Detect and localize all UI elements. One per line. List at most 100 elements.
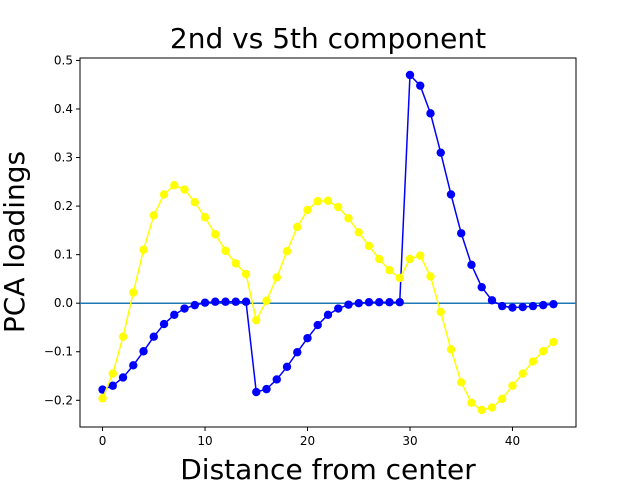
data-point	[518, 369, 527, 378]
plot-area-frame	[79, 57, 577, 428]
x-tick-label: 20	[300, 434, 315, 448]
data-point	[364, 298, 374, 307]
data-point	[467, 260, 476, 270]
data-point	[487, 403, 497, 412]
data-point	[395, 273, 404, 283]
data-point	[313, 320, 322, 330]
data-point	[334, 202, 343, 212]
data-point	[498, 394, 507, 404]
data-point	[139, 347, 148, 356]
data-point	[180, 304, 189, 313]
data-point	[118, 332, 128, 341]
data-point	[231, 297, 240, 306]
data-point	[334, 304, 343, 313]
data-point	[200, 298, 210, 307]
data-point	[508, 381, 517, 390]
data-point	[416, 81, 425, 90]
data-point	[241, 297, 251, 306]
x-tick-label: 10	[197, 434, 212, 448]
data-point	[323, 310, 333, 320]
data-point	[293, 348, 302, 357]
data-point	[446, 190, 456, 199]
data-point	[211, 230, 220, 239]
data-point	[118, 373, 128, 382]
data-point	[446, 345, 456, 354]
data-point	[129, 361, 138, 370]
data-point	[241, 269, 251, 279]
data-point	[549, 299, 558, 309]
data-point	[467, 398, 476, 407]
x-tick-label: 0	[99, 434, 107, 448]
data-point	[252, 387, 261, 397]
data-point	[436, 148, 445, 157]
y-tick-label: 0.3	[54, 151, 73, 165]
data-point	[129, 288, 138, 297]
data-point	[98, 394, 107, 403]
data-point	[508, 303, 517, 312]
y-tick-label: −0.1	[44, 345, 73, 359]
data-point	[282, 362, 292, 371]
data-point	[303, 205, 312, 215]
data-point	[405, 70, 415, 80]
data-point	[487, 296, 497, 305]
data-point	[323, 196, 333, 205]
data-point	[190, 300, 199, 310]
x-axis-label: Distance from center	[180, 453, 476, 480]
y-tick-label: 0.1	[54, 248, 73, 262]
data-point	[303, 333, 312, 343]
data-point	[364, 241, 374, 251]
data-point	[221, 297, 230, 306]
data-point	[159, 319, 169, 329]
data-point	[211, 297, 220, 306]
data-point	[457, 229, 466, 238]
data-point	[354, 298, 363, 308]
data-point	[549, 337, 558, 347]
data-point	[200, 213, 210, 222]
data-point	[149, 332, 158, 341]
y-tick-label: 0.5	[54, 53, 73, 67]
data-point	[252, 315, 261, 325]
data-point	[159, 190, 169, 199]
data-point	[395, 298, 404, 307]
data-point	[262, 384, 271, 394]
y-axis-label: PCA loadings	[0, 151, 31, 333]
data-point	[272, 375, 281, 384]
series-2	[98, 181, 558, 415]
series-group	[98, 70, 558, 415]
x-tick-label: 30	[402, 434, 417, 448]
data-point	[385, 265, 394, 275]
data-point	[344, 214, 353, 223]
data-point	[426, 109, 435, 118]
data-point	[139, 245, 148, 254]
data-point	[313, 197, 322, 206]
data-point	[354, 228, 363, 237]
x-tick-label: 40	[505, 434, 520, 448]
data-point	[190, 198, 199, 207]
y-tick-label: 0.2	[54, 199, 73, 213]
data-point	[498, 301, 507, 311]
data-point	[262, 296, 271, 305]
data-point	[457, 378, 466, 387]
y-axis: −0.2 −0.1 0.0 0.1 0.2 0.3 0.4 0.5	[44, 53, 80, 407]
series-1	[98, 70, 558, 397]
x-axis: 0 10 20 30 40	[99, 427, 520, 448]
data-point	[528, 301, 538, 311]
data-point	[344, 300, 353, 309]
series-line	[102, 74, 554, 393]
data-point	[528, 357, 538, 366]
data-point	[539, 300, 548, 310]
data-point	[180, 185, 189, 194]
y-tick-label: 0.4	[54, 102, 73, 116]
series-line	[101, 184, 554, 411]
data-point	[405, 254, 415, 264]
data-point	[518, 302, 527, 312]
data-point	[170, 181, 179, 190]
data-point	[375, 298, 384, 307]
data-point	[416, 251, 425, 260]
data-point	[477, 282, 486, 292]
data-point	[436, 307, 445, 317]
data-point	[108, 381, 117, 390]
y-tick-label: −0.2	[44, 393, 73, 407]
